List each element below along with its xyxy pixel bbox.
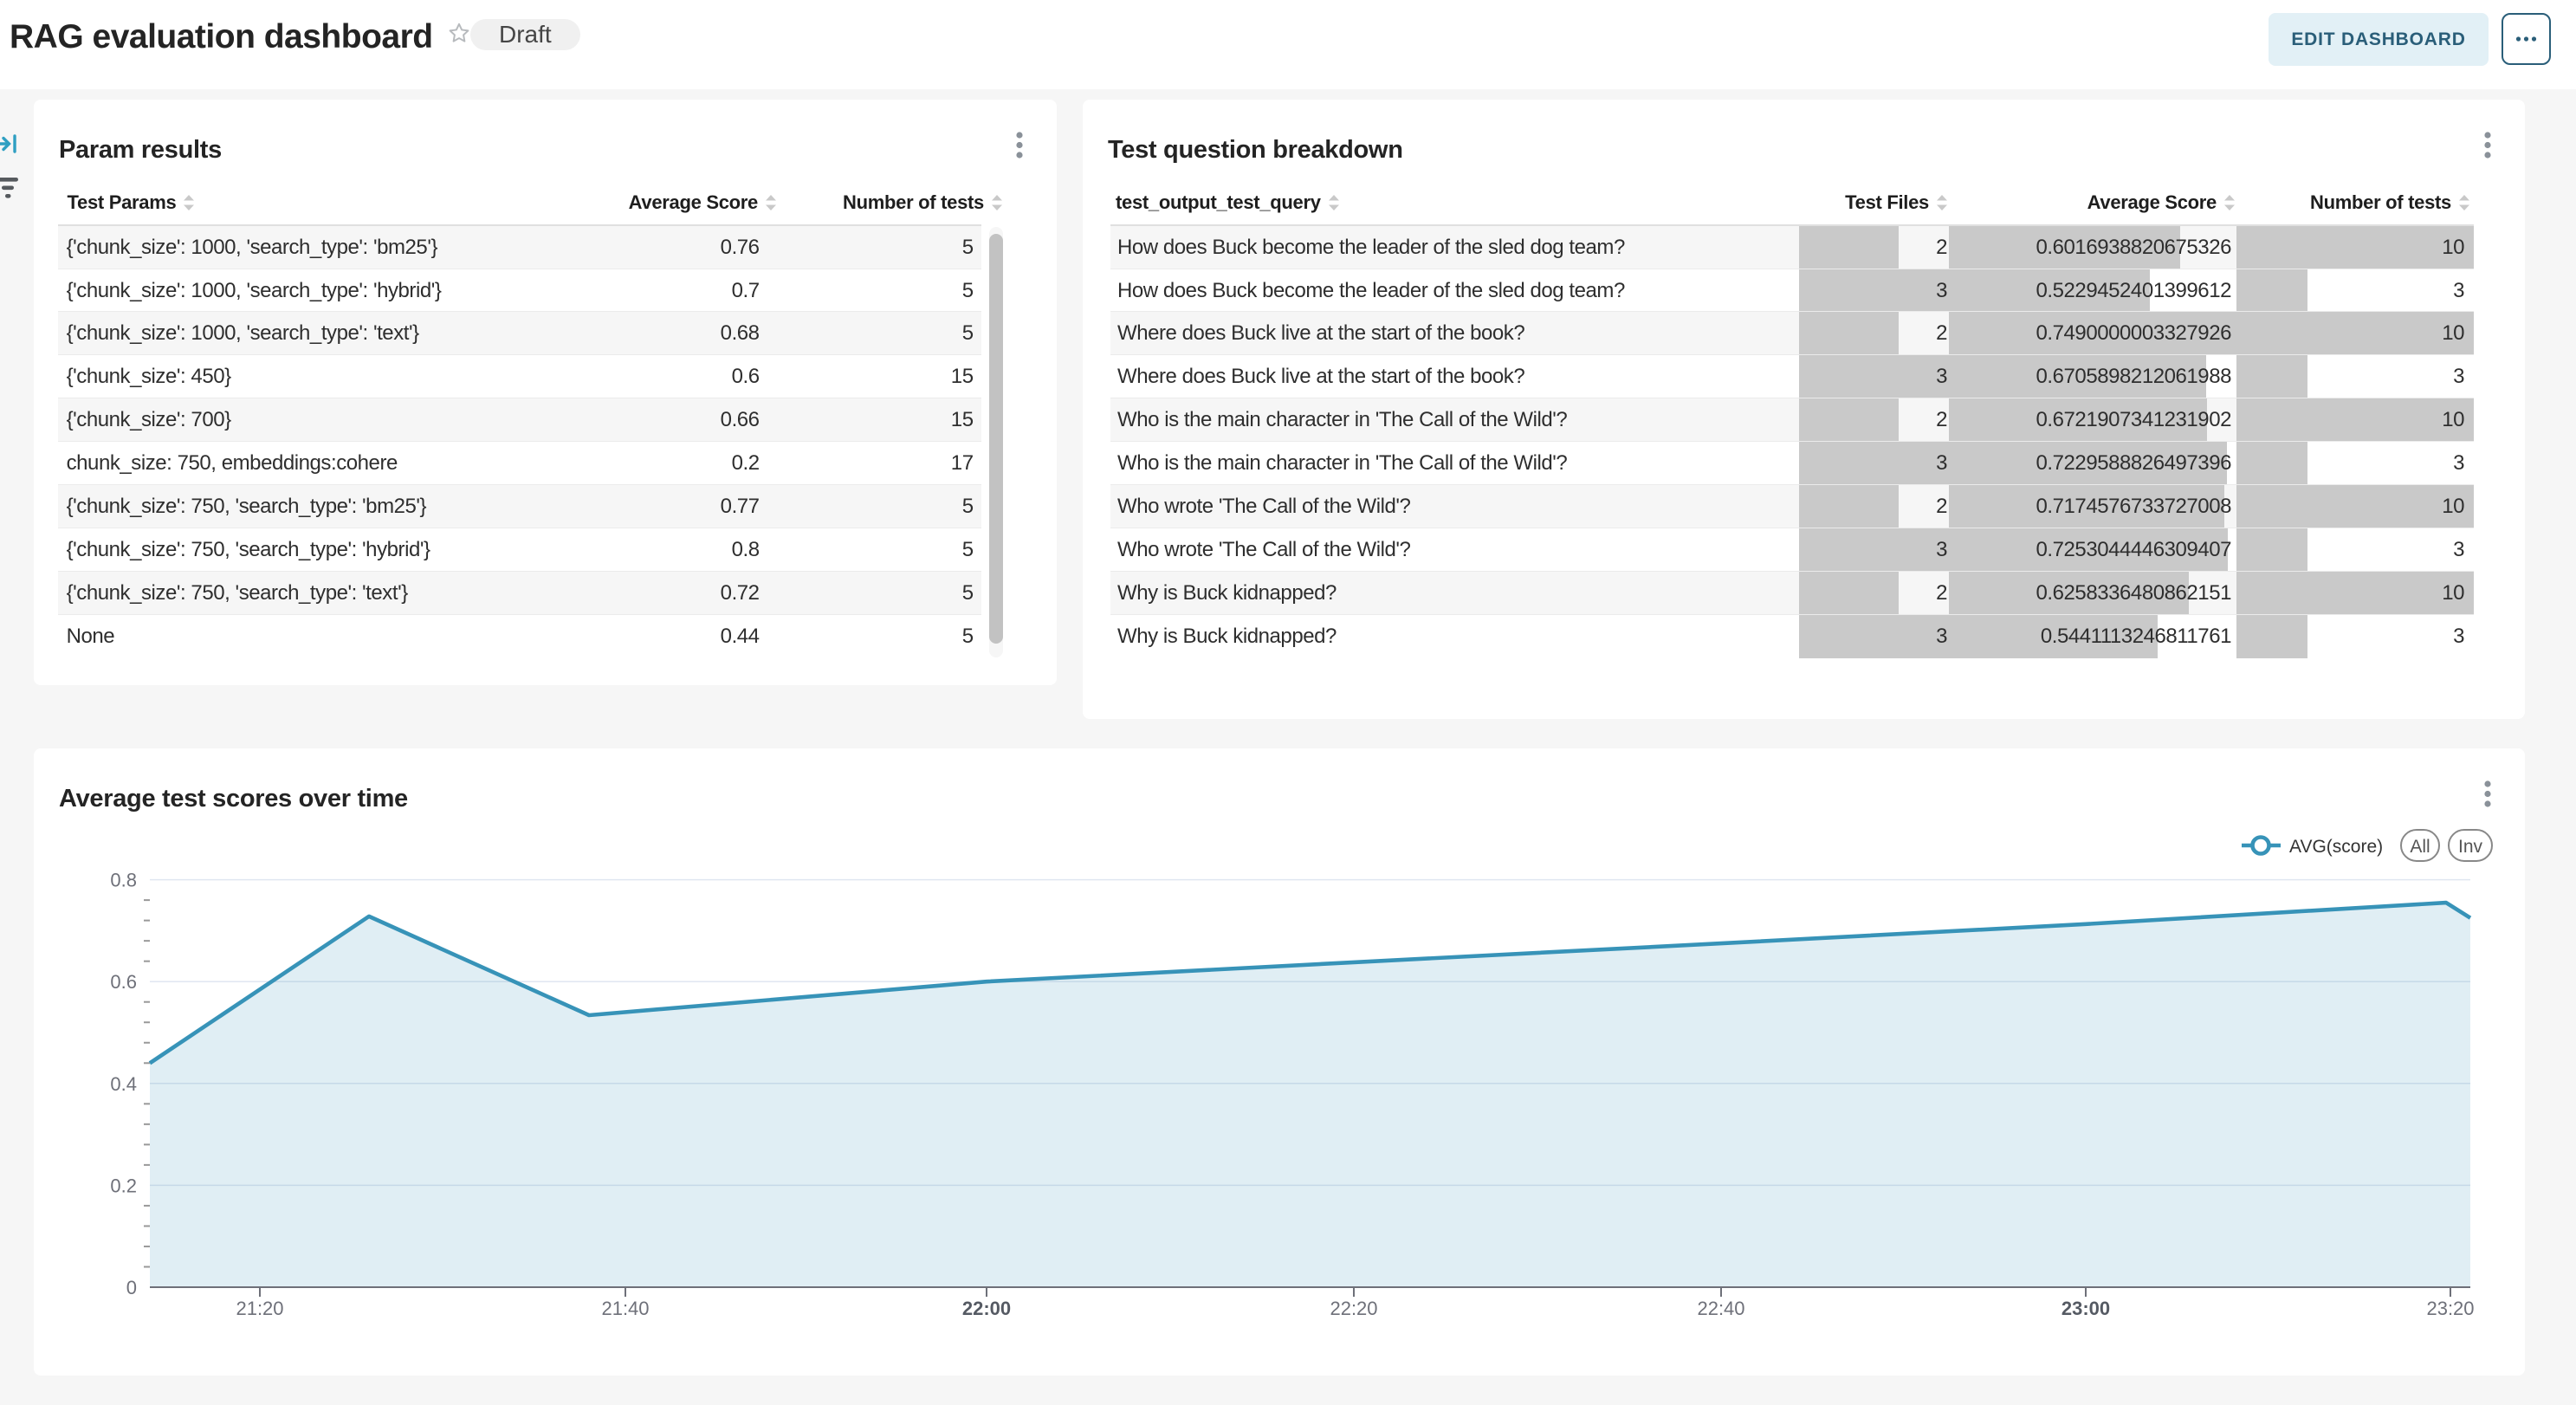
svg-text:0.2: 0.2	[110, 1175, 137, 1196]
svg-text:22:40: 22:40	[1697, 1298, 1744, 1319]
svg-text:Inv: Inv	[2458, 837, 2483, 857]
svg-text:22:20: 22:20	[1330, 1298, 1377, 1319]
svg-text:0.8: 0.8	[110, 870, 137, 891]
svg-text:0.4: 0.4	[110, 1073, 137, 1095]
svg-text:23:20: 23:20	[2426, 1298, 2474, 1319]
svg-text:AVG(score): AVG(score)	[2289, 837, 2383, 857]
svg-text:0.6: 0.6	[110, 971, 137, 993]
svg-text:23:00: 23:00	[2061, 1298, 2110, 1319]
svg-text:22:00: 22:00	[962, 1298, 1011, 1319]
svg-text:21:40: 21:40	[601, 1298, 649, 1319]
svg-text:21:20: 21:20	[236, 1298, 283, 1319]
svg-text:All: All	[2410, 837, 2430, 857]
svg-text:0: 0	[126, 1277, 137, 1298]
